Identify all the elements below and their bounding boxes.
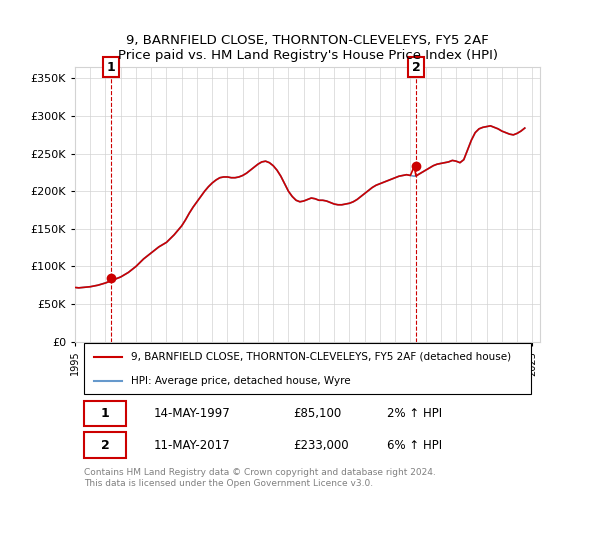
Text: 1: 1 <box>107 60 116 74</box>
Text: 1: 1 <box>101 407 110 421</box>
FancyBboxPatch shape <box>84 343 531 394</box>
Text: Contains HM Land Registry data © Crown copyright and database right 2024.
This d: Contains HM Land Registry data © Crown c… <box>84 468 436 488</box>
Title: 9, BARNFIELD CLOSE, THORNTON-CLEVELEYS, FY5 2AF
Price paid vs. HM Land Registry': 9, BARNFIELD CLOSE, THORNTON-CLEVELEYS, … <box>118 34 497 62</box>
Text: 6% ↑ HPI: 6% ↑ HPI <box>386 438 442 451</box>
Text: £85,100: £85,100 <box>293 407 342 421</box>
Text: £233,000: £233,000 <box>293 438 349 451</box>
Text: HPI: Average price, detached house, Wyre: HPI: Average price, detached house, Wyre <box>131 376 350 386</box>
Text: 2: 2 <box>101 438 110 451</box>
Text: 11-MAY-2017: 11-MAY-2017 <box>154 438 230 451</box>
Text: 9, BARNFIELD CLOSE, THORNTON-CLEVELEYS, FY5 2AF (detached house): 9, BARNFIELD CLOSE, THORNTON-CLEVELEYS, … <box>131 352 511 362</box>
Text: 2% ↑ HPI: 2% ↑ HPI <box>386 407 442 421</box>
FancyBboxPatch shape <box>84 401 126 427</box>
Text: 14-MAY-1997: 14-MAY-1997 <box>154 407 231 421</box>
FancyBboxPatch shape <box>84 432 126 458</box>
Text: 2: 2 <box>412 60 421 74</box>
